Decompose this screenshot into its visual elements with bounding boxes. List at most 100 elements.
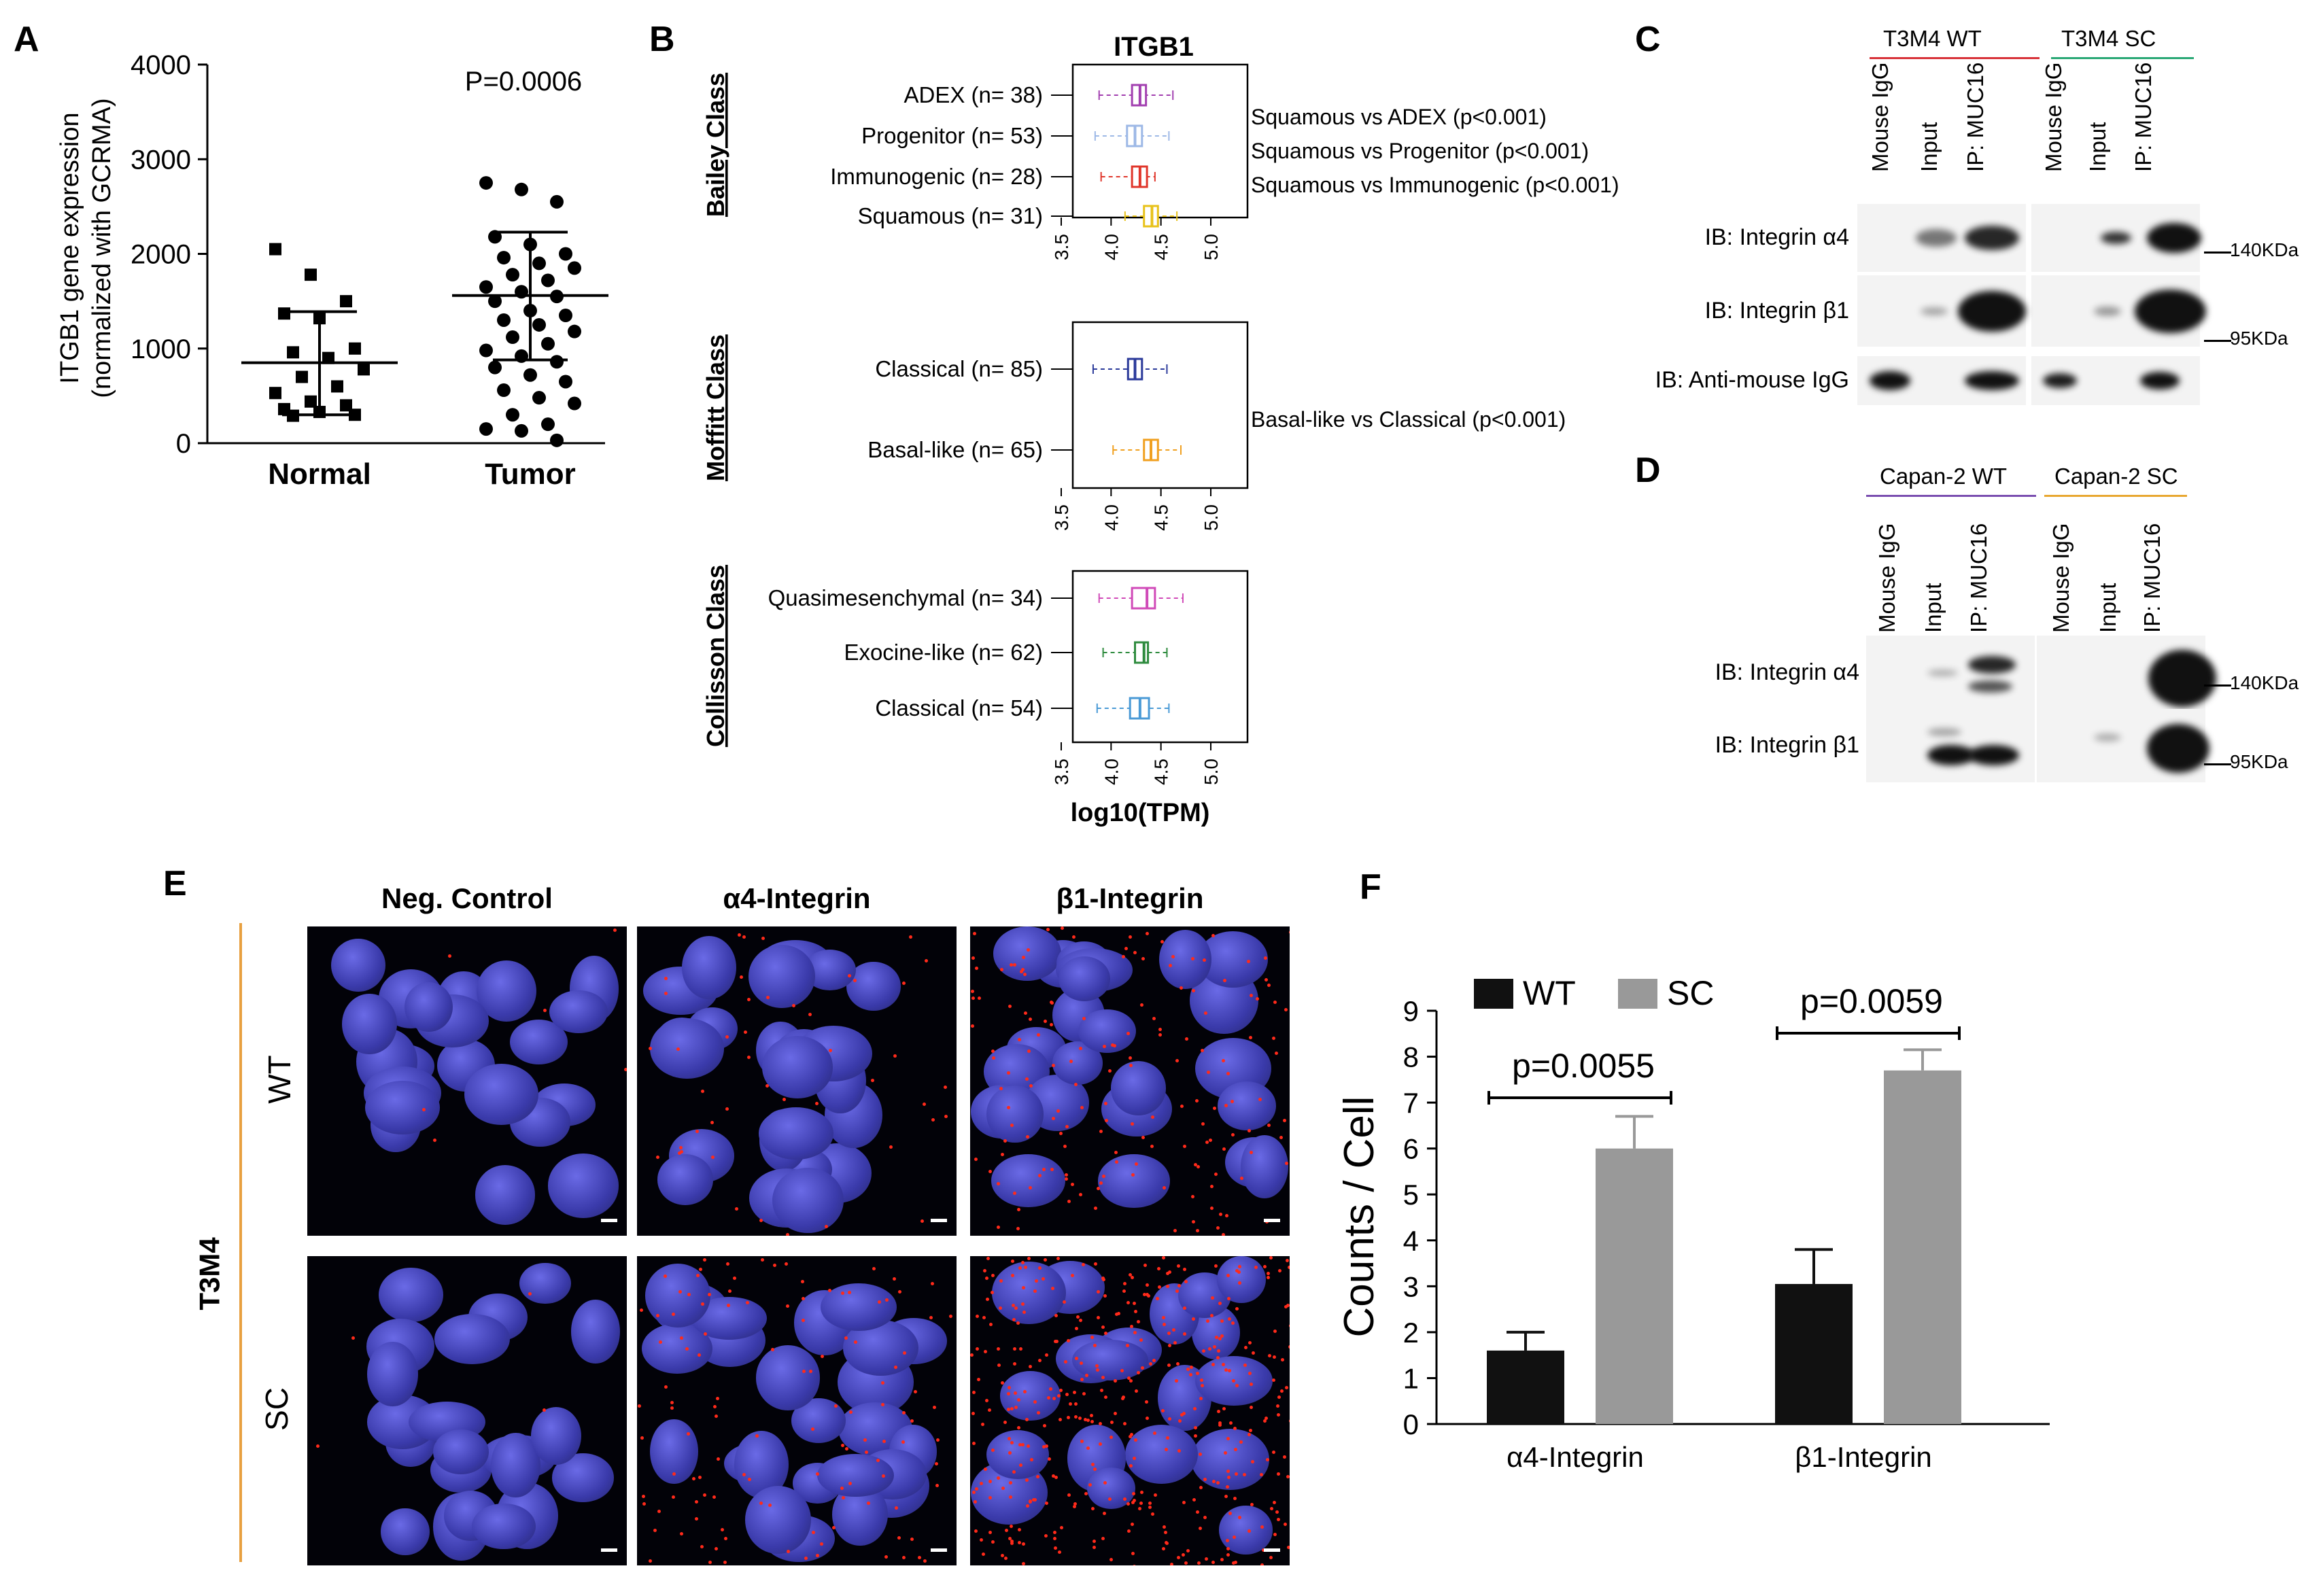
e-signal-dot [1028,1500,1032,1504]
e-signal-dot [1067,1199,1071,1203]
blot-lane-label: Mouse IgG [2048,523,2074,633]
e-signal-dot [648,1559,652,1563]
e-signal-dot [882,1474,886,1478]
e-signal-dot [1008,1451,1012,1455]
e-signal-dot [1010,1525,1014,1529]
e-signal-dot [1113,1043,1117,1047]
e-signal-dot [1046,927,1050,931]
e-signal-dot [1060,1525,1064,1529]
e-signal-dot [1134,1389,1138,1393]
e-signal-dot [1288,1345,1290,1349]
blot-row-label: IB: Integrin β1 [1704,297,1849,324]
blot-group1-label: T3M4 WT [1883,26,1982,51]
e-micrograph [970,926,1290,1236]
e-nucleus [477,960,537,1022]
e-signal-dot [935,1461,939,1465]
e-signal-dot [1052,1396,1056,1400]
e-signal-dot [880,1381,884,1385]
e-signal-dot [642,1502,646,1506]
a-point-tumor [541,336,555,351]
e-signal-dot [1284,1161,1288,1165]
e-signal-dot [1248,1036,1252,1040]
e-signal-dot [1114,1379,1118,1383]
e-signal-dot [742,1472,746,1476]
e-signal-dot [1090,1335,1094,1339]
e-signal-dot [979,1538,983,1542]
e-signal-dot [1237,1281,1241,1285]
e-signal-dot [1233,1560,1237,1564]
blot-marker-tick [2204,251,2231,254]
e-signal-dot [1037,1033,1041,1037]
b-row-label: Immunogenic (n= 28) [830,164,1043,189]
e-signal-dot [1200,1383,1204,1387]
e-nucleus [1078,1009,1136,1054]
e-signal-dot [1176,1264,1180,1268]
a-pvalue: P=0.0006 [465,67,582,97]
e-signal-dot [1209,1314,1214,1318]
e-signal-dot [902,1410,906,1415]
e-nucleus [547,1153,619,1218]
e-signal-dot [997,1225,1001,1229]
e-signal-dot [1063,1144,1067,1148]
f-legend-label: WT [1523,974,1576,1012]
e-signal-dot [1109,1435,1113,1439]
e-signal-dot [1201,1122,1205,1126]
e-signal-dot [1139,1003,1143,1007]
e-signal-dot [808,1369,812,1373]
e-signal-dot [1069,1402,1073,1406]
e-signal-dot [726,1262,730,1266]
e-signal-dot [670,1400,674,1404]
e-signal-dot [696,1274,700,1278]
panel-label-b: B [649,20,675,59]
panel-c-western: T3M4 WT T3M4 SC Mouse IgG Input IP: MUC16 Mou… [1618,0,2323,435]
e-signal-dot [1014,1306,1018,1311]
e-nucleus [367,1342,418,1407]
e-signal-dot [422,1107,426,1111]
e-signal-dot [1168,1417,1172,1421]
e-signal-dot [1086,1446,1090,1450]
e-signal-dot [1091,1506,1095,1510]
e-signal-dot [1120,1369,1124,1373]
e-signal-dot [1123,1421,1127,1425]
e-signal-dot [1010,1541,1014,1545]
e-signal-dot [1059,1417,1063,1421]
e-signal-dot [1247,1371,1252,1375]
e-signal-dot [821,1355,825,1359]
e-signal-dot [971,996,975,1001]
e-signal-dot [1177,1283,1182,1287]
e-signal-dot [1228,1511,1233,1515]
e-signal-dot [1012,1318,1016,1322]
e-signal-dot [1226,1485,1230,1489]
a-ylabel-line1: ITGB1 gene expression [56,112,84,383]
e-signal-dot [1016,1208,1020,1212]
e-signal-dot [1199,1485,1203,1489]
e-signal-dot [1075,1326,1079,1330]
a-point-tumor [497,313,511,327]
e-signal-dot [972,932,976,936]
e-nucleus [991,1154,1065,1207]
e-signal-dot [988,1531,992,1535]
e-signal-dot [800,1279,804,1283]
e-signal-dot [1227,1317,1231,1321]
a-point-tumor [515,423,528,438]
e-signal-dot [1042,1444,1046,1448]
e-signal-dot [1240,1176,1244,1180]
e-signal-dot [1025,1077,1029,1081]
e-signal-dot [1191,1219,1195,1224]
e-signal-dot [974,1157,978,1161]
blot-group2-label: Capan-2 SC [2054,464,2178,489]
e-nucleus [644,1263,710,1328]
e-signal-dot [865,1451,869,1455]
e-scale-bar [931,1548,947,1552]
e-signal-dot [1018,1443,1022,1447]
e-signal-dot [1224,1368,1228,1372]
f-bar [1487,1350,1564,1424]
e-signal-dot [982,1315,986,1319]
e-signal-dot [1226,1470,1230,1474]
e-signal-dot [1004,1529,1008,1533]
e-signal-dot [746,1055,751,1059]
e-signal-dot [1126,1376,1131,1380]
e-column-title: Neg. Control [381,882,553,914]
a-point-tumor [506,408,519,422]
e-signal-dot [1092,1539,1096,1543]
